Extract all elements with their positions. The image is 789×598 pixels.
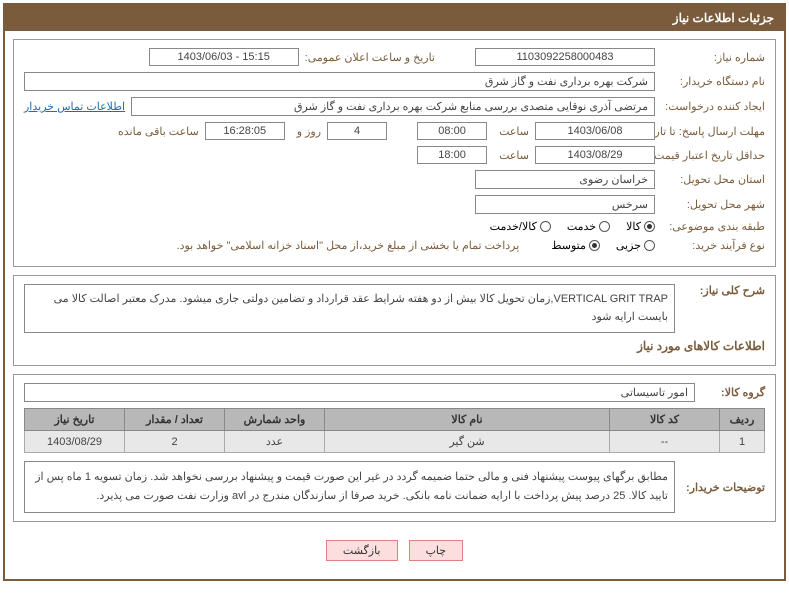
- th-unit: واحد شمارش: [225, 409, 325, 431]
- time-label-2: ساعت: [493, 149, 529, 162]
- radio-service[interactable]: خدمت: [567, 220, 610, 233]
- table-row: 1 -- شن گیر عدد 2 1403/08/29: [25, 431, 765, 453]
- radio-medium[interactable]: متوسط: [551, 239, 600, 252]
- deadline-date-value: 1403/06/08: [535, 122, 655, 140]
- buyer-org-label: نام دستگاه خریدار:: [655, 75, 765, 88]
- process-label: نوع فرآیند خرید:: [655, 239, 765, 252]
- category-radio-group: کالا خدمت کالا/خدمت: [478, 220, 655, 233]
- delivery-province-value: خراسان رضوی: [475, 170, 655, 189]
- deadline-time-value: 08:00: [417, 122, 487, 140]
- time-label-1: ساعت: [493, 125, 529, 138]
- buyer-notes-label: توضیحات خریدار:: [675, 461, 765, 512]
- requester-value: مرتضی آذری نوقایی متصدی بررسی منابع شرکت…: [131, 97, 655, 116]
- goods-group-value: امور تاسیساتی: [24, 383, 695, 402]
- announce-label: تاریخ و ساعت اعلان عمومی:: [299, 51, 435, 64]
- cell-name: شن گیر: [325, 431, 610, 453]
- radio-goods-service[interactable]: کالا/خدمت: [490, 220, 551, 233]
- radio-medium-label: متوسط: [551, 239, 586, 252]
- overview-label: شرح کلی نیاز:: [675, 284, 765, 297]
- back-button[interactable]: بازگشت: [326, 540, 398, 561]
- days-remaining-value: 4: [327, 122, 387, 140]
- cell-qty: 2: [125, 431, 225, 453]
- cell-code: --: [610, 431, 720, 453]
- cell-row: 1: [720, 431, 765, 453]
- radio-icon: [644, 221, 655, 232]
- delivery-city-label: شهر محل تحویل:: [655, 198, 765, 211]
- buyer-contact-link[interactable]: اطلاعات تماس خریدار: [24, 100, 125, 113]
- radio-service-label: خدمت: [567, 220, 596, 233]
- th-code: کد کالا: [610, 409, 720, 431]
- need-number-label: شماره نیاز:: [655, 51, 765, 64]
- buyer-org-value: شرکت بهره برداری نفت و گاز شرق: [24, 72, 655, 91]
- page-header: جزئیات اطلاعات نیاز: [5, 5, 784, 31]
- validity-time-value: 18:00: [417, 146, 487, 164]
- th-qty: تعداد / مقدار: [125, 409, 225, 431]
- radio-icon: [540, 221, 551, 232]
- radio-icon: [589, 240, 600, 251]
- radio-goods-label: کالا: [626, 220, 641, 233]
- buyer-notes-text: مطابق برگهای پیوست پیشنهاد فنی و مالی حت…: [24, 461, 675, 512]
- delivery-province-label: استان محل تحویل:: [655, 173, 765, 186]
- print-button[interactable]: چاپ: [409, 540, 464, 561]
- need-number-value: 1103092258000483: [475, 48, 655, 66]
- overview-fieldset: شرح کلی نیاز: VERTICAL GRIT TRAP,زمان تح…: [13, 275, 776, 366]
- announce-value: 1403/06/03 - 15:15: [149, 48, 299, 66]
- radio-icon: [644, 240, 655, 251]
- time-remaining-label: ساعت باقی مانده: [112, 125, 199, 138]
- th-need-date: تاریخ نیاز: [25, 409, 125, 431]
- radio-minor[interactable]: جزیی: [616, 239, 655, 252]
- payment-note: پرداخت تمام یا بخشی از مبلغ خرید،از محل …: [177, 239, 520, 252]
- validity-date-value: 1403/08/29: [535, 146, 655, 164]
- validity-label: حداقل تاریخ اعتبار قیمت: تا تاریخ:: [655, 149, 765, 162]
- cell-unit: عدد: [225, 431, 325, 453]
- cell-need-date: 1403/08/29: [25, 431, 125, 453]
- radio-goods[interactable]: کالا: [626, 220, 655, 233]
- deadline-label: مهلت ارسال پاسخ: تا تاریخ:: [655, 125, 765, 138]
- radio-minor-label: جزیی: [616, 239, 641, 252]
- radio-icon: [599, 221, 610, 232]
- delivery-city-value: سرخس: [475, 195, 655, 214]
- th-name: نام کالا: [325, 409, 610, 431]
- radio-goods-service-label: کالا/خدمت: [490, 220, 537, 233]
- items-table: ردیف کد کالا نام کالا واحد شمارش تعداد /…: [24, 408, 765, 453]
- process-radio-group: جزیی متوسط: [539, 239, 655, 252]
- time-remaining-value: 16:28:05: [205, 122, 285, 140]
- requester-label: ایجاد کننده درخواست:: [655, 100, 765, 113]
- items-fieldset: گروه کالا: امور تاسیساتی ردیف کد کالا نا…: [13, 374, 776, 521]
- category-label: طبقه بندی موضوعی:: [655, 220, 765, 233]
- th-row: ردیف: [720, 409, 765, 431]
- items-section-title: اطلاعات کالاهای مورد نیاز: [24, 339, 765, 353]
- days-and-label: روز و: [291, 125, 321, 138]
- overview-text: VERTICAL GRIT TRAP,زمان تحویل کالا بیش ا…: [24, 284, 675, 333]
- main-info-fieldset: شماره نیاز: 1103092258000483 تاریخ و ساع…: [13, 39, 776, 267]
- goods-group-label: گروه کالا:: [695, 386, 765, 399]
